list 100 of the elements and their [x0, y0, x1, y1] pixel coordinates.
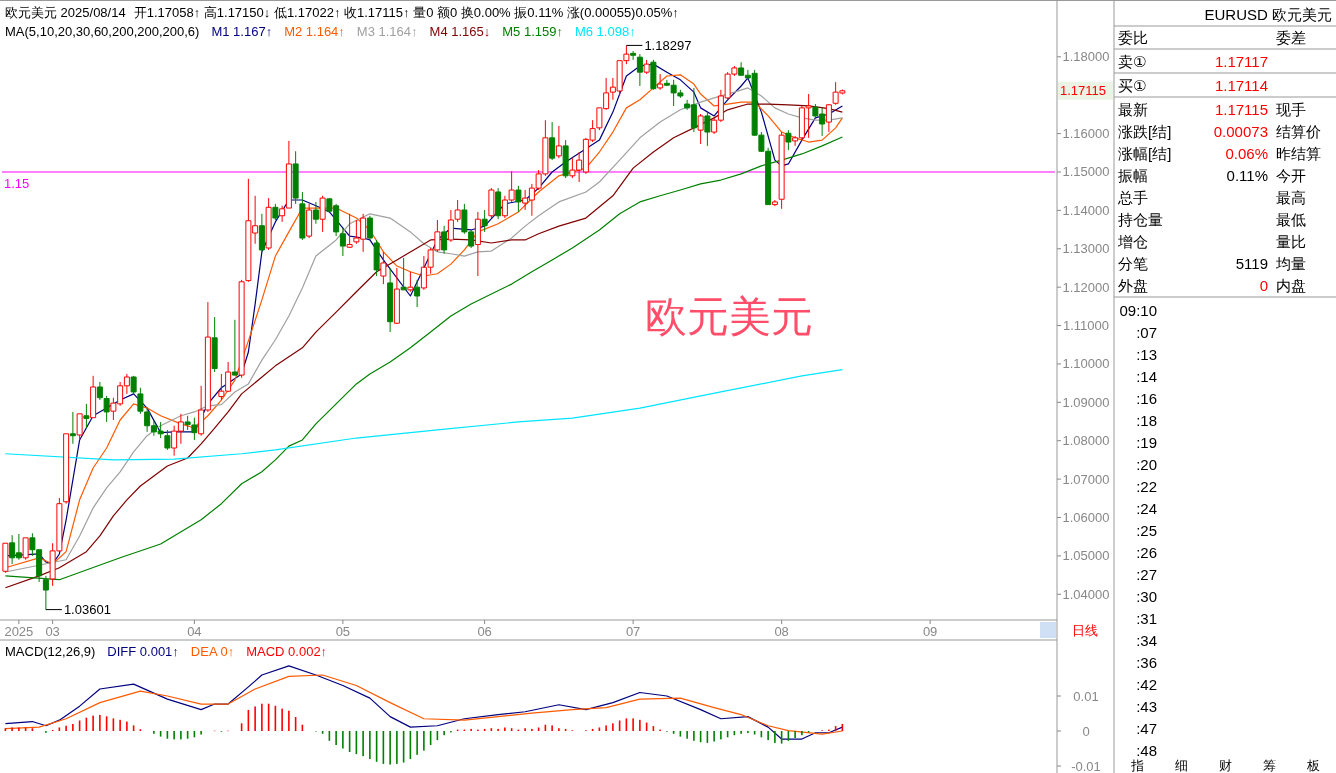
- text: M4 1.165↓: [429, 23, 491, 39]
- text: 5119: [1235, 254, 1268, 272]
- text: :14: [1136, 367, 1157, 385]
- text: :42: [1136, 675, 1157, 693]
- text: 筹: [1262, 757, 1276, 773]
- y-tick-label: 1.11000: [1062, 318, 1110, 334]
- y-tick-label: 1.14000: [1062, 202, 1110, 218]
- text: 内盘: [1276, 276, 1306, 294]
- text: 涨幅[结]: [1118, 144, 1172, 162]
- text: :43: [1136, 697, 1157, 715]
- candlestick: [299, 191, 306, 241]
- candlestick: [400, 257, 407, 291]
- x-tick-label: 06: [477, 623, 492, 639]
- x-tick-label: 07: [625, 623, 641, 639]
- candlestick: [22, 537, 29, 561]
- candlestick: [366, 215, 373, 241]
- candlestick: [258, 213, 265, 253]
- y-tick-label: 1.18000: [1062, 49, 1110, 65]
- y-tick-label: 1.05000: [1062, 548, 1110, 564]
- text: :25: [1136, 521, 1157, 539]
- text: :16: [1136, 389, 1157, 407]
- candlestick: [272, 203, 279, 221]
- text: M3 1.164↑: [356, 23, 418, 39]
- line-series: [4, 665, 843, 740]
- y-tick-label: 1.09000: [1062, 394, 1110, 410]
- candlestick: [785, 129, 792, 151]
- candlestick: [387, 267, 394, 333]
- text: :20: [1136, 455, 1157, 473]
- candlestick: [63, 433, 70, 505]
- text: 分笔: [1118, 254, 1148, 272]
- text: :19: [1136, 433, 1157, 451]
- annotation: 1.03601: [63, 602, 111, 618]
- text: 最新: [1118, 100, 1148, 118]
- y-tick-label: 1.10000: [1062, 356, 1110, 372]
- candlestick: [704, 111, 711, 147]
- text: 增仓: [1117, 232, 1148, 250]
- candlestick: [549, 121, 556, 161]
- candlestick: [650, 59, 657, 91]
- legend-title: MACD(12,26,9): [5, 643, 96, 659]
- text: 1.17117: [1214, 52, 1268, 70]
- text: 现手: [1276, 100, 1306, 118]
- candlestick: [488, 187, 495, 219]
- line-series: [4, 674, 843, 735]
- text: M1 1.167↑: [211, 23, 273, 39]
- candlestick: [312, 201, 319, 225]
- candlestick: [164, 429, 171, 451]
- y-tick-label: 0.01: [1073, 688, 1099, 704]
- y-tick-label: 1.15000: [1062, 164, 1110, 180]
- candlestick: [238, 279, 245, 379]
- chart-subtitle: 开1.17058↑ 高1.17150↓ 低1.17022↑ 收1.17115↑ 量0 额0 换0.00% 振0.11% 涨(0.00055)0.05%↑: [133, 4, 679, 20]
- text: 总手: [1117, 188, 1148, 206]
- x-tick-label: 04: [187, 623, 202, 639]
- y-tick-label: 1.16000: [1062, 126, 1110, 142]
- text: :36: [1136, 653, 1157, 671]
- text: 最高: [1276, 188, 1306, 206]
- text: 1.17115: [1060, 83, 1107, 99]
- text: 1.17115: [1214, 100, 1268, 118]
- text: 买①: [1118, 76, 1147, 94]
- y-tick-label: 1.12000: [1062, 279, 1110, 295]
- candlestick: [441, 225, 448, 255]
- candlestick: [90, 375, 97, 419]
- candlestick: [292, 150, 299, 205]
- candlestick: [562, 139, 569, 179]
- text: :27: [1136, 565, 1157, 583]
- x-tick-label: 09: [922, 623, 938, 639]
- text: :34: [1136, 631, 1157, 649]
- chart-title: 欧元美元 2025/08/14: [5, 4, 126, 20]
- text: 日线: [1072, 622, 1098, 638]
- candlestick: [825, 103, 832, 133]
- candlestick: [76, 413, 83, 441]
- candlestick: [306, 203, 313, 239]
- text: 卖①: [1118, 52, 1147, 70]
- text: :07: [1136, 323, 1157, 341]
- candlestick: [407, 271, 414, 293]
- candlestick: [643, 59, 650, 75]
- text: M5 1.159↑: [502, 23, 563, 39]
- text: :26: [1136, 543, 1157, 561]
- candlestick: [211, 316, 218, 373]
- text: :22: [1136, 477, 1157, 495]
- text: :31: [1136, 609, 1157, 627]
- candlestick: [393, 267, 400, 325]
- candlestick: [481, 209, 488, 233]
- candlestick: [697, 113, 704, 145]
- text: 委差: [1276, 28, 1306, 46]
- candlestick: [474, 211, 481, 277]
- x-tick-label: 08: [774, 623, 789, 639]
- candlestick: [231, 319, 238, 377]
- text: 1.17114: [1214, 76, 1268, 94]
- text: 0.00073: [1213, 122, 1268, 140]
- x-tick-label: 05: [335, 623, 351, 639]
- text: MACD 0.002↑: [246, 643, 328, 659]
- text: 振幅: [1118, 166, 1148, 184]
- text: DIFF 0.001↑: [107, 643, 179, 659]
- text: 昨结算: [1276, 144, 1321, 162]
- candlestick: [373, 239, 380, 277]
- y-tick-label: 1.04000: [1062, 586, 1110, 602]
- text: :30: [1136, 587, 1157, 605]
- candlestick: [83, 403, 90, 429]
- y-tick-label: 1.07000: [1062, 471, 1110, 487]
- text: 最低: [1276, 210, 1306, 228]
